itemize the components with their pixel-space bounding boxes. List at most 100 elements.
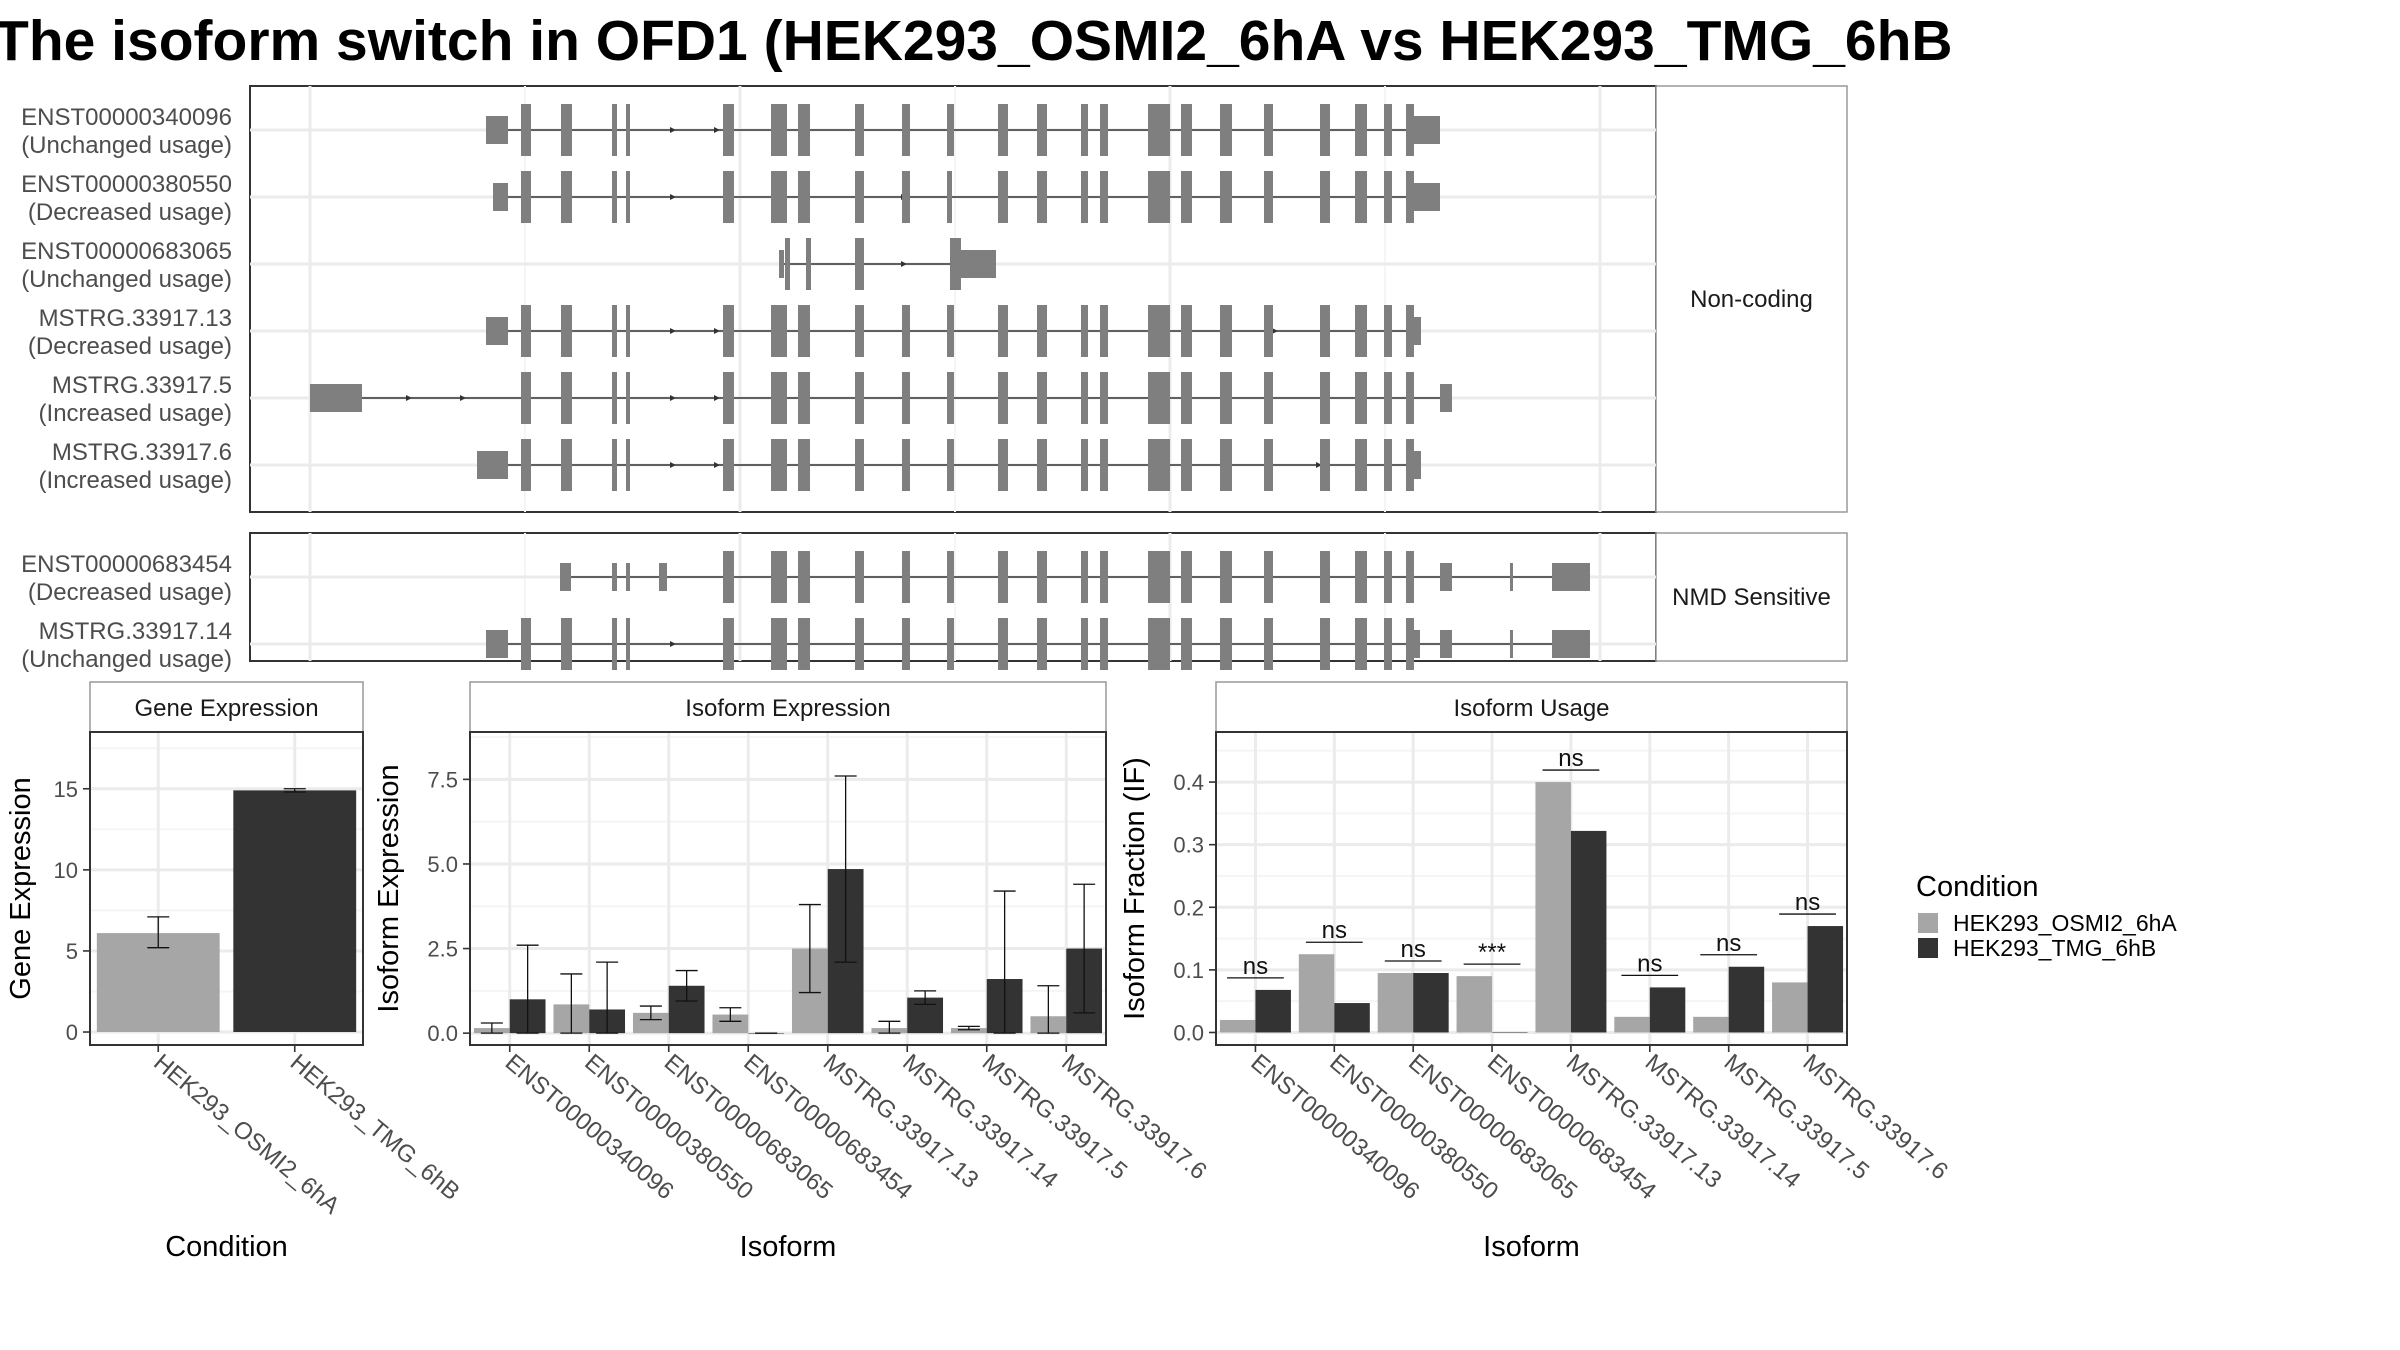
exon: [486, 116, 508, 144]
strand-arrow: [670, 462, 676, 468]
bar: [1535, 782, 1571, 1033]
exon: [806, 238, 811, 290]
non-coding-panel-strip-label: Non-coding: [1690, 286, 1813, 313]
exon: [1355, 305, 1367, 357]
bar: [1413, 973, 1449, 1033]
exon: [1081, 305, 1088, 357]
exon: [1320, 439, 1330, 491]
exon: [1100, 171, 1108, 223]
exon: [723, 618, 734, 670]
exon: [1181, 372, 1192, 424]
exon: [561, 372, 572, 424]
exon: [855, 372, 864, 424]
exon: [1320, 372, 1330, 424]
exon: [902, 551, 910, 603]
exon: [1148, 372, 1170, 424]
x-tick-label: MSTRG.33917.6: [1798, 1049, 1953, 1185]
chart-title: The isoform switch in OFD1 (HEK293_OSMI2…: [0, 9, 1953, 73]
exon: [902, 618, 910, 670]
exon: [493, 183, 508, 211]
exon: [947, 372, 954, 424]
exon: [310, 384, 362, 412]
exon: [626, 171, 630, 223]
exon: [798, 439, 810, 491]
exon: [1081, 439, 1088, 491]
isoform-usage-label: (Unchanged usage): [21, 266, 232, 293]
exon: [1440, 563, 1452, 591]
exon: [798, 104, 810, 156]
exon: [626, 372, 630, 424]
exon: [612, 372, 617, 424]
y-tick-label: 0.1: [1173, 958, 1204, 983]
exon: [779, 250, 784, 278]
exon: [486, 630, 508, 658]
bar: [96, 933, 220, 1033]
isoform-id-label: MSTRG.33917.14: [39, 618, 232, 645]
exon: [1320, 551, 1330, 603]
exon: [1410, 317, 1421, 345]
exon: [855, 305, 864, 357]
strand-arrow: [670, 395, 676, 401]
exon: [612, 305, 617, 357]
exon: [1181, 171, 1192, 223]
exon: [1384, 104, 1392, 156]
exon: [560, 563, 571, 591]
strand-arrow: [460, 395, 466, 401]
exon: [1264, 305, 1273, 357]
exon: [521, 439, 531, 491]
strand-arrow: [714, 395, 720, 401]
exon: [1264, 171, 1273, 223]
exon: [723, 104, 734, 156]
isoform-usage-label: (Increased usage): [39, 467, 232, 494]
exon: [1081, 618, 1088, 670]
strand-arrow: [714, 127, 720, 133]
bar: [1456, 976, 1493, 1033]
bar: [1377, 973, 1414, 1033]
exon: [1148, 305, 1170, 357]
strand-arrow: [1272, 328, 1278, 334]
exon: [1510, 563, 1513, 591]
exon: [947, 551, 954, 603]
exon: [1264, 551, 1273, 603]
isoform-id-label: MSTRG.33917.6: [52, 439, 232, 466]
y-tick-label: 7.5: [427, 767, 458, 792]
exon: [771, 171, 787, 223]
exon: [855, 171, 864, 223]
y-tick-label: 15: [54, 777, 78, 802]
exon: [626, 305, 630, 357]
exon: [798, 171, 810, 223]
exon: [1148, 551, 1170, 603]
exon: [1410, 183, 1440, 211]
exon: [1320, 305, 1330, 357]
exon: [1355, 618, 1367, 670]
significance-label: ns: [1637, 950, 1662, 977]
exon: [998, 372, 1008, 424]
exon: [902, 372, 910, 424]
exon: [1552, 563, 1590, 591]
exon: [1320, 104, 1330, 156]
isoform-usage-label: (Decreased usage): [28, 579, 232, 606]
bar: [1649, 987, 1686, 1033]
bar: [1807, 926, 1844, 1033]
exon: [1355, 439, 1367, 491]
strand-arrow: [714, 328, 720, 334]
exon: [561, 171, 572, 223]
plot-frame: [1215, 731, 1848, 1046]
significance-label: ns: [1795, 889, 1820, 916]
x-axis-title: Isoform: [1483, 1231, 1580, 1263]
exon: [902, 439, 910, 491]
exon: [998, 305, 1008, 357]
y-tick-label: 10: [54, 858, 78, 883]
bar: [1298, 954, 1335, 1033]
significance-label: ns: [1322, 917, 1347, 944]
strand-arrow: [1316, 462, 1322, 468]
exon: [950, 238, 961, 290]
y-tick-label: 5: [66, 939, 78, 964]
exon: [1320, 618, 1330, 670]
strand-arrow: [670, 641, 676, 647]
exon: [798, 372, 810, 424]
isoform-usage-label: (Decreased usage): [28, 199, 232, 226]
exon: [1355, 551, 1367, 603]
exon: [798, 305, 810, 357]
